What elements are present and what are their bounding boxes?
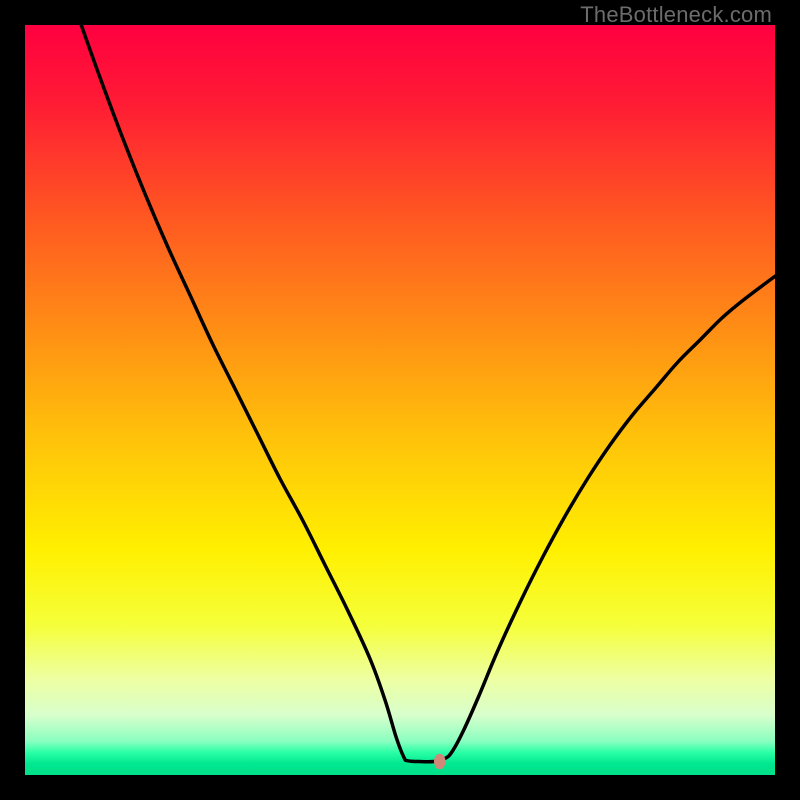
chart-plot [25,25,775,775]
watermark-label: TheBottleneck.com [580,2,772,28]
chart-frame: TheBottleneck.com [0,0,800,800]
chart-background [25,25,775,775]
optimal-point-marker [434,754,446,770]
